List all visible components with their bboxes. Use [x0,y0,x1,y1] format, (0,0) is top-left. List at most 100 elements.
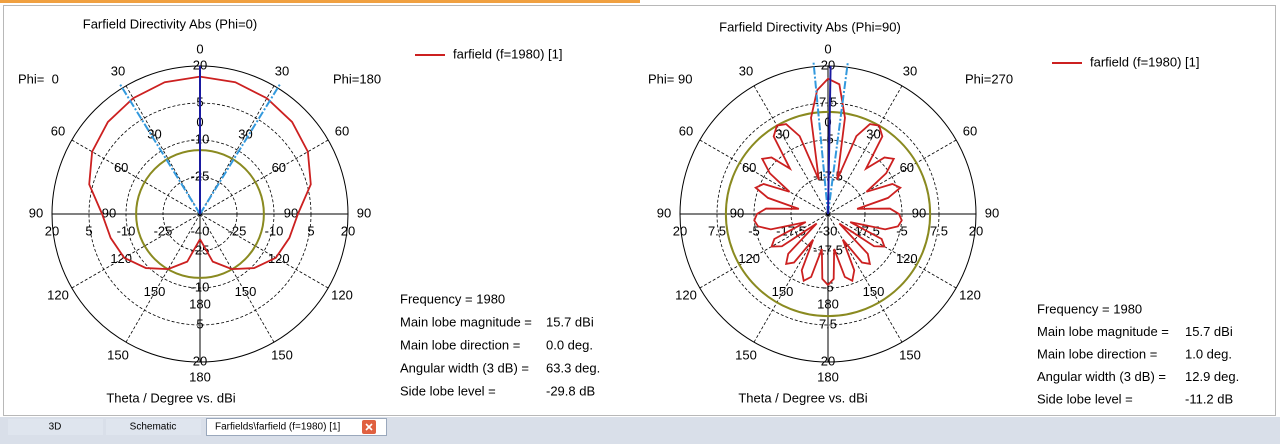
beam-width-line [827,63,849,215]
info-label: Main lobe direction = [400,337,520,352]
radial-label: -25 [228,223,247,238]
beam-width-line [119,84,201,215]
tab[interactable] [106,419,201,435]
radial-label: 20 [193,353,207,368]
radial-label: 20 [341,223,355,238]
angle-label-inner: 30 [238,127,252,142]
info-label: Side lobe level = [1037,391,1133,406]
farfield-curve [753,77,903,286]
radial-label: -5 [896,223,908,238]
angle-label: 30 [739,63,753,78]
angle-label-inner: 150 [863,284,885,299]
angle-label: 90 [29,205,43,220]
radial-label: 20 [193,57,207,72]
angle-label-inner: 150 [144,284,166,299]
radial-label: 5 [307,223,314,238]
info-value: 12.9 deg. [1185,369,1239,384]
angle-label: 150 [899,347,921,362]
info-value: 63.3 deg. [546,360,600,375]
angle-label-inner: 150 [772,284,794,299]
info-value: -11.2 dB [1185,391,1233,406]
phi-label: Phi= 90 [648,71,692,86]
angle-label: 30 [111,63,125,78]
tab[interactable] [8,419,103,435]
chart-title: Farfield Directivity Abs (Phi=90) [719,19,901,34]
angle-label-inner: 0 [824,114,831,129]
info-value: 0.0 deg. [546,337,593,352]
radial-label: 20 [821,353,835,368]
radial-label: -25 [154,223,173,238]
angle-label-inner: 120 [896,251,918,266]
radial-label: 7.5 [930,223,948,238]
angle-label-inner: 60 [114,160,128,175]
angle-label: 0 [196,41,203,56]
angle-label-inner: 60 [742,160,756,175]
angle-label: 60 [963,123,977,138]
info-label: Main lobe direction = [1037,346,1157,361]
radial-label: 20 [969,223,983,238]
angle-label: 90 [657,205,671,220]
angle-label: 60 [335,123,349,138]
angle-label: 90 [357,205,371,220]
info-value: 1.0 deg. [1185,346,1232,361]
angle-label-inner: 90 [912,205,926,220]
radial-label: 7.5 [708,223,726,238]
radial-label: -40 [191,223,210,238]
tab-label[interactable]: 3D [49,422,62,433]
radial-label: 5 [196,316,203,331]
angle-label-inner: 60 [900,160,914,175]
angle-label: 30 [903,63,917,78]
phi-label: Phi=180 [333,71,381,86]
info-label: Side lobe level = [400,383,496,398]
angle-label-inner: 120 [268,251,290,266]
info-label: Main lobe magnitude = [1037,324,1169,339]
radial-label: -5 [822,279,834,294]
angle-label: 120 [959,287,981,302]
radial-label: 7.5 [819,316,837,331]
radial-label: 20 [821,57,835,72]
info-label: Angular width (3 dB) = [1037,369,1166,384]
angle-label-inner: 90 [730,205,744,220]
radial-label: 20 [673,223,687,238]
angle-label: 0 [824,41,831,56]
angle-label: 120 [331,287,353,302]
info-value: -29.8 dB [546,383,595,398]
radial-label: -30 [819,223,838,238]
angle-label: 120 [47,287,69,302]
phi-label: Phi= 0 [18,71,59,86]
radial-label: -5 [748,223,760,238]
info-label: Main lobe magnitude = [400,314,532,329]
tab-label[interactable]: Farfields\farfield (f=1980) [1] [215,422,341,433]
radial-label: 20 [45,223,59,238]
angle-label-inner: 90 [284,205,298,220]
tab-label[interactable]: Schematic [130,422,177,433]
legend-label: farfield (f=1980) [1] [453,46,562,61]
angle-label: 180 [817,369,839,384]
angle-label-inner: 150 [235,284,257,299]
angle-label: 90 [985,205,999,220]
angle-label-inner: 120 [110,251,132,266]
plot-panel [3,5,1276,416]
angle-label: 150 [735,347,757,362]
beam-width-line [199,84,281,215]
legend-label: farfield (f=1980) [1] [1090,54,1199,69]
angle-label-inner: 120 [738,251,760,266]
active-tab[interactable] [206,418,387,436]
radial-label: -10 [191,279,210,294]
angle-label-inner: 30 [866,127,880,142]
angle-label-inner: 180 [817,296,839,311]
close-icon[interactable] [365,423,373,431]
radial-label: 7.5 [819,94,837,109]
main-lobe-line [827,66,832,215]
angle-label: 150 [107,347,129,362]
info-value: 15.7 dBi [546,314,594,329]
radial-label: -10 [265,223,284,238]
phi-label: Phi=270 [965,71,1013,86]
info-label: Angular width (3 dB) = [400,360,529,375]
info-value: 15.7 dBi [1185,324,1233,339]
angle-label-inner: 90 [102,205,116,220]
angle-label-inner: 30 [775,127,789,142]
axis-label: Theta / Degree vs. dBi [106,390,235,405]
angle-label-inner: 180 [189,296,211,311]
